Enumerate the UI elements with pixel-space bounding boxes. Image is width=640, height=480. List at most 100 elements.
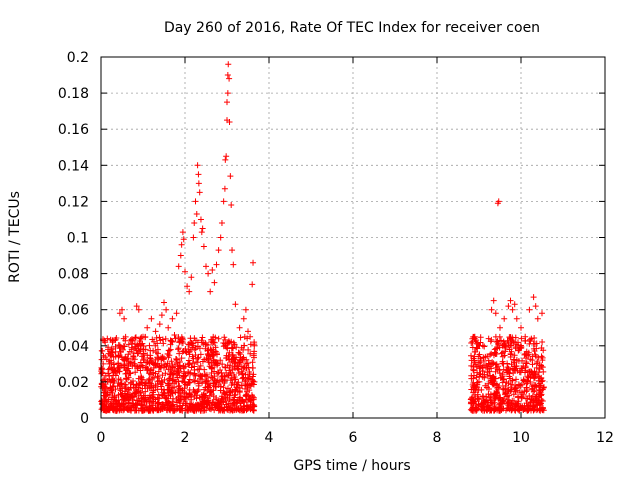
data-point bbox=[483, 399, 490, 406]
data-point bbox=[213, 395, 220, 402]
data-point bbox=[231, 363, 238, 370]
y-tick-label: 0.08 bbox=[58, 267, 89, 283]
data-point bbox=[199, 225, 206, 232]
data-point bbox=[220, 198, 227, 205]
data-point bbox=[170, 364, 177, 371]
data-point bbox=[535, 369, 542, 376]
data-point bbox=[175, 346, 181, 353]
x-axis: 0 2 4 6 8 10 12 bbox=[97, 57, 614, 446]
data-point bbox=[201, 393, 208, 400]
data-point bbox=[130, 381, 137, 388]
data-point bbox=[181, 395, 188, 402]
data-point bbox=[512, 403, 519, 410]
data-point bbox=[99, 369, 106, 376]
data-point bbox=[163, 306, 170, 313]
data-point bbox=[210, 380, 217, 387]
data-point bbox=[180, 236, 187, 243]
data-point bbox=[120, 343, 127, 350]
data-point bbox=[532, 303, 539, 310]
data-point bbox=[532, 371, 539, 378]
data-point bbox=[106, 360, 113, 367]
data-point bbox=[207, 353, 214, 360]
data-point bbox=[207, 288, 214, 295]
data-point bbox=[134, 364, 141, 371]
data-point bbox=[148, 315, 155, 322]
data-point bbox=[488, 336, 495, 343]
data-point bbox=[195, 171, 202, 178]
data-point bbox=[173, 370, 180, 377]
data-point bbox=[209, 266, 216, 273]
data-point bbox=[176, 350, 183, 357]
data-point bbox=[513, 315, 520, 322]
data-point bbox=[511, 386, 518, 393]
data-point bbox=[191, 407, 198, 414]
data-point bbox=[527, 407, 534, 414]
data-point bbox=[535, 354, 542, 361]
data-point bbox=[129, 355, 136, 362]
data-point bbox=[173, 310, 180, 317]
data-point bbox=[510, 391, 517, 398]
data-point bbox=[141, 380, 148, 387]
data-point bbox=[250, 354, 257, 361]
data-point bbox=[509, 306, 516, 313]
data-point bbox=[237, 394, 244, 401]
data-point bbox=[199, 334, 206, 341]
data-point bbox=[145, 376, 152, 383]
data-point bbox=[167, 375, 174, 382]
data-point bbox=[197, 216, 204, 223]
data-point bbox=[192, 198, 199, 205]
data-point bbox=[527, 400, 534, 407]
data-point bbox=[133, 303, 140, 310]
data-point bbox=[100, 392, 107, 399]
data-point bbox=[202, 345, 209, 352]
data-point bbox=[223, 401, 230, 408]
data-point bbox=[146, 342, 153, 349]
data-point bbox=[469, 338, 476, 345]
data-point bbox=[533, 364, 540, 371]
data-point bbox=[477, 334, 484, 341]
data-point bbox=[167, 346, 174, 353]
data-point bbox=[144, 324, 151, 331]
data-point bbox=[533, 393, 540, 400]
data-point bbox=[539, 364, 546, 371]
data-point bbox=[158, 364, 165, 371]
data-point bbox=[211, 339, 218, 346]
data-point bbox=[137, 346, 144, 353]
data-point bbox=[126, 387, 133, 394]
data-point bbox=[155, 400, 162, 407]
data-point bbox=[136, 340, 143, 347]
data-point bbox=[190, 377, 197, 384]
data-point bbox=[494, 366, 501, 373]
data-point bbox=[493, 345, 500, 352]
data-point bbox=[490, 297, 497, 304]
data-point bbox=[229, 366, 236, 373]
data-point bbox=[481, 343, 488, 350]
data-point bbox=[219, 361, 226, 368]
data-point bbox=[511, 352, 518, 359]
data-point bbox=[175, 345, 182, 352]
data-point bbox=[474, 379, 481, 386]
data-point bbox=[473, 383, 480, 390]
data-point bbox=[514, 394, 521, 401]
chart-title: Day 260 of 2016, Rate Of TEC Index for r… bbox=[164, 20, 540, 36]
data-point bbox=[504, 360, 511, 367]
data-point bbox=[247, 350, 254, 357]
data-point bbox=[502, 407, 509, 414]
data-point bbox=[527, 368, 534, 375]
data-point bbox=[105, 370, 112, 377]
data-point bbox=[235, 384, 242, 391]
data-point bbox=[528, 382, 535, 389]
data-point bbox=[203, 341, 210, 348]
data-point bbox=[203, 263, 209, 270]
data-point bbox=[141, 407, 148, 414]
data-point bbox=[509, 338, 516, 345]
data-point bbox=[484, 369, 491, 376]
data-point bbox=[528, 335, 535, 342]
data-point bbox=[220, 399, 227, 406]
data-point bbox=[540, 384, 547, 391]
data-point bbox=[526, 306, 533, 313]
data-point bbox=[117, 377, 124, 384]
data-point bbox=[135, 407, 142, 414]
data-point bbox=[150, 338, 157, 345]
data-point bbox=[523, 384, 530, 391]
